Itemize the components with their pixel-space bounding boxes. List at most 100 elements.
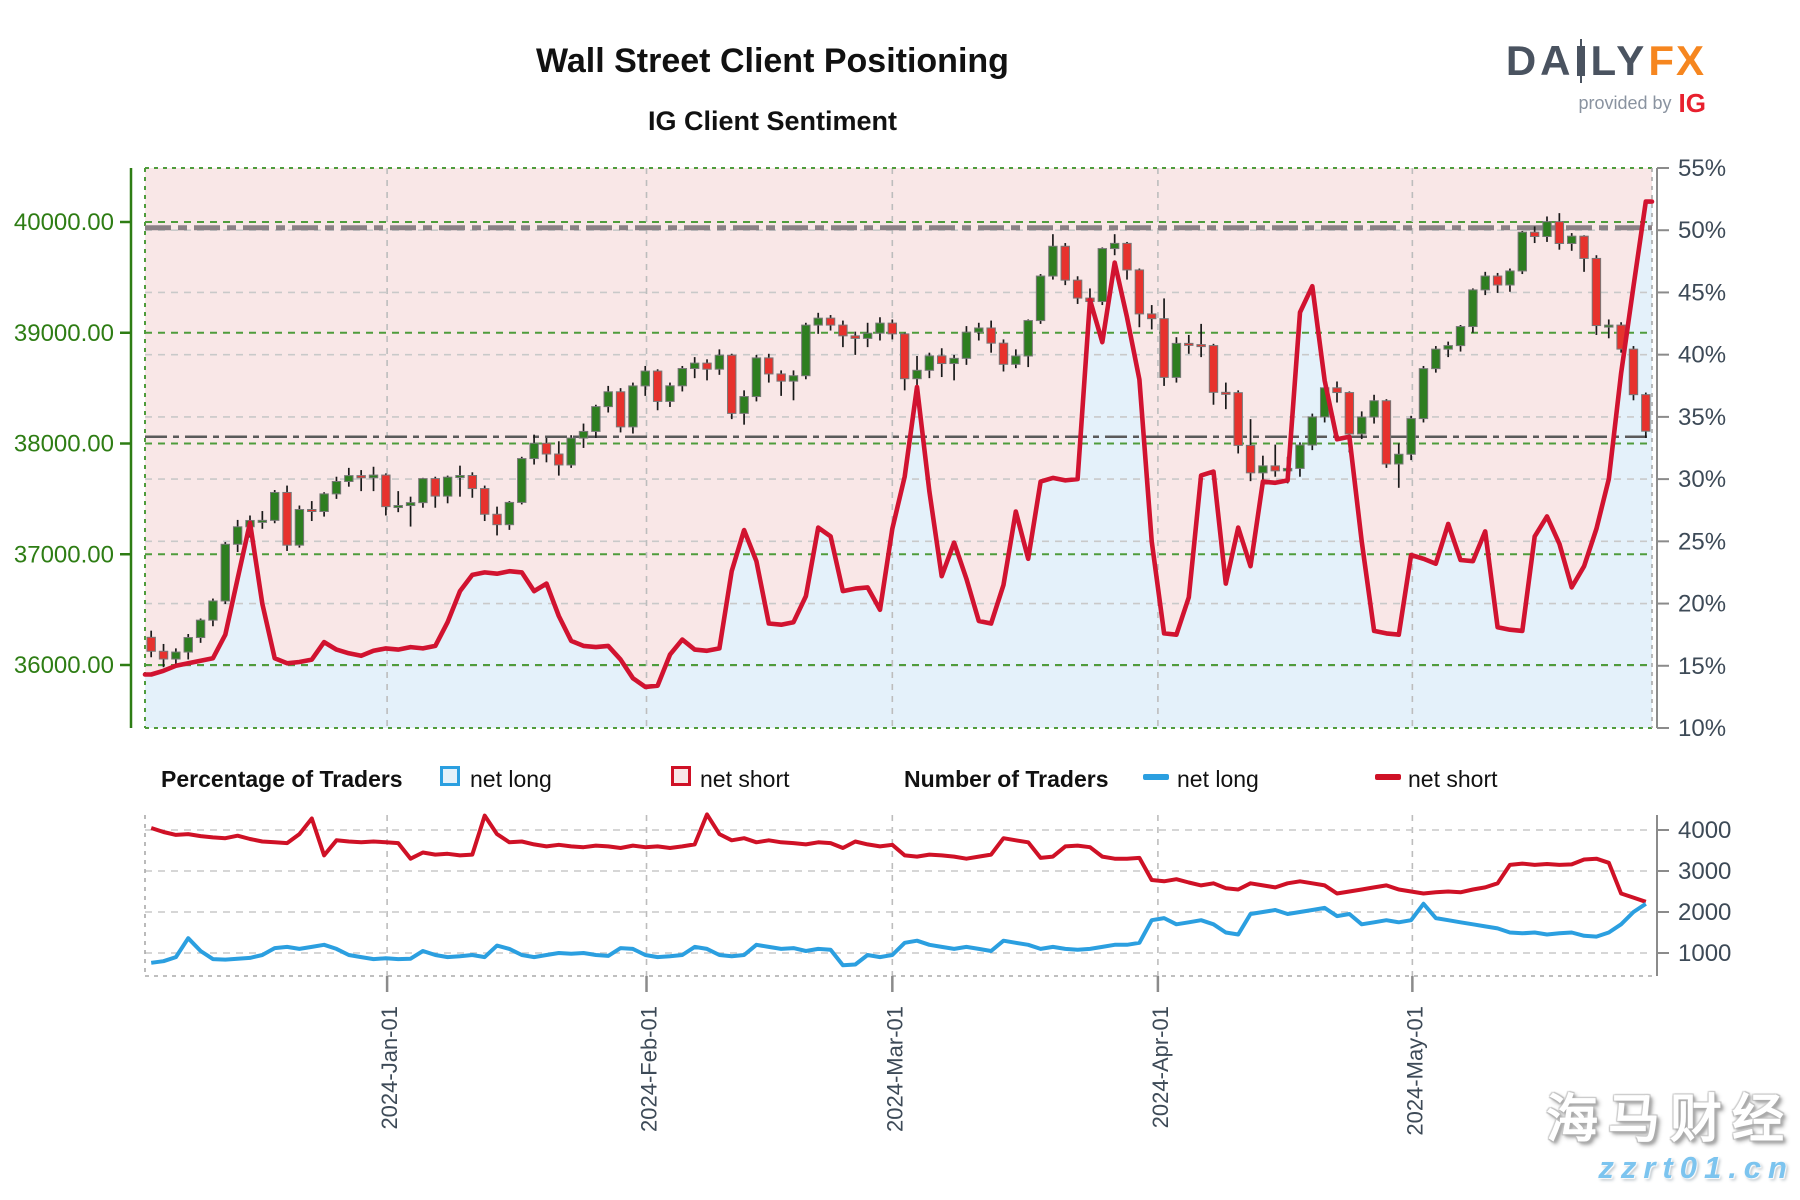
percent-axis-label: 45% (1678, 279, 1726, 306)
candle-down (887, 322, 898, 335)
candle-down (1208, 345, 1219, 393)
candle-up (862, 332, 873, 339)
candle-up (1307, 416, 1318, 446)
candle-down (356, 475, 366, 479)
candle-up (1567, 235, 1577, 244)
watermark-brand: 海马财经 (1545, 1090, 1794, 1149)
date-axis-label: 2024-Feb-01 (637, 1006, 662, 1132)
candle-up (739, 396, 749, 414)
candle-up (418, 478, 428, 504)
candle-up (751, 357, 762, 398)
percent-axis-label: 55% (1678, 155, 1726, 182)
count-axis-label: 2000 (1678, 899, 1731, 926)
candle-up (1505, 270, 1515, 286)
candle-down (998, 342, 1009, 365)
candle-down (430, 478, 440, 497)
candle-up (1431, 348, 1441, 370)
candle-down (937, 355, 947, 365)
price-axis: 40000.00 39000.00 38000.00 37000.00 36000.00 (14, 168, 133, 728)
candle-up (603, 391, 613, 408)
candle-down (1060, 245, 1070, 281)
net-short-percentage-line (142, 199, 1655, 690)
candle-up (912, 369, 922, 380)
candle-up (788, 375, 799, 382)
candle-up (1418, 368, 1429, 420)
percent-axis-label: 10% (1678, 715, 1726, 742)
page-title: Wall Street Client Positioning (536, 42, 1009, 80)
main-chart-area (145, 168, 1652, 728)
candle-up (1357, 416, 1367, 435)
candle-down (1344, 392, 1355, 435)
candle-up (677, 368, 688, 387)
count-axis-label: 4000 (1678, 817, 1731, 844)
candle-up (591, 406, 601, 432)
logo-text-fx: FX (1648, 37, 1706, 84)
legend-net-short-pct: net short (700, 766, 790, 792)
candle-up (1023, 320, 1033, 357)
candle-up (1443, 345, 1453, 350)
candle-up (1011, 355, 1021, 365)
logo-text-da: DA (1505, 37, 1575, 84)
candle-down (146, 636, 156, 652)
candle-up (344, 475, 354, 482)
legend-group-percentage: Percentage of Traders (161, 766, 403, 792)
candle-down (492, 513, 502, 526)
candle-down (986, 327, 996, 344)
date-axis-label: 2024-Mar-01 (882, 1006, 907, 1132)
candle-up (1171, 342, 1182, 378)
candle-up (875, 322, 885, 334)
candle-down (541, 442, 552, 455)
candle-up (195, 619, 206, 639)
candle-down (776, 373, 786, 382)
candle-up (294, 509, 305, 546)
candle-down (479, 488, 490, 515)
candle-up (183, 637, 193, 653)
net-short-area-swatch-icon (671, 766, 691, 786)
candle-up (331, 480, 342, 495)
candle-down (764, 357, 774, 375)
candle-down (1628, 348, 1639, 396)
chart-subtitle: IG Client Sentiment (647, 106, 898, 136)
provided-by-line: provided by IG (1506, 90, 1706, 116)
legend: Percentage of Traders net long net short… (0, 760, 1800, 796)
candle-up (405, 502, 416, 507)
price-axis-label: 37000.00 (14, 541, 114, 568)
candle-up (628, 385, 638, 428)
candle-down (1381, 400, 1392, 465)
logo-text-ly: LY (1590, 37, 1649, 84)
candle-up (171, 651, 181, 660)
candle-down (727, 354, 737, 414)
candle-up (1604, 324, 1614, 328)
percent-axis-label: 50% (1678, 217, 1726, 244)
candle-up (220, 543, 230, 602)
net-short-line-swatch-icon (1375, 774, 1401, 780)
dailyfx-wordmark: DA LY FX (1505, 37, 1706, 84)
candle-up (1369, 400, 1379, 418)
candle-down (1270, 465, 1280, 472)
candle-down (850, 335, 860, 339)
candle-up (1097, 248, 1108, 303)
candle-down (1245, 444, 1256, 474)
candle-down (652, 370, 663, 402)
percent-axis-label: 40% (1678, 342, 1726, 369)
candle-down (1492, 275, 1503, 286)
candle-down (1591, 257, 1602, 327)
candle-down (1122, 242, 1132, 271)
traders-count-chart (144, 812, 1652, 977)
net-long-count-line (150, 901, 1647, 968)
candle-down (554, 453, 564, 466)
candle-up (1517, 231, 1527, 272)
candle-down (702, 362, 712, 370)
candle-up (974, 327, 984, 333)
candle-down (158, 650, 169, 660)
candle-down (1159, 318, 1169, 378)
candle-down (1529, 231, 1540, 238)
candle-up (270, 491, 280, 521)
candlestick-icon (1576, 39, 1585, 83)
provided-by-text: provided by (1578, 93, 1672, 113)
candle-down (1072, 279, 1083, 299)
candle-down (825, 317, 836, 326)
candle-up (1048, 245, 1058, 277)
candle-down (899, 333, 910, 380)
